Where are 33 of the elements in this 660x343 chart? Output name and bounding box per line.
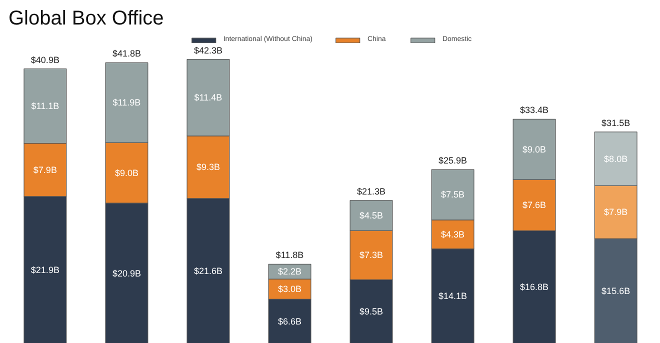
data-label: $20.9B: [112, 268, 141, 278]
data-label: $3.0B: [278, 284, 302, 294]
data-label: $7.9B: [604, 207, 628, 218]
data-label: $15.6B: [602, 286, 630, 296]
total-label: $41.8B: [112, 48, 141, 59]
total-label: $25.9B: [438, 156, 468, 166]
data-label: $7.6B: [522, 200, 546, 210]
chart-title: Global Box Office: [8, 8, 164, 30]
data-label: $9.0B: [522, 144, 546, 154]
data-label: $11.9B: [112, 98, 141, 108]
data-label: $7.9B: [33, 164, 57, 175]
data-label: $4.5B: [360, 210, 384, 221]
data-label: $14.1B: [438, 291, 468, 302]
data-label: $9.0B: [114, 168, 138, 178]
data-label: $11.1B: [31, 101, 60, 112]
data-label: $11.4B: [194, 92, 222, 103]
data-label: $21.6B: [194, 266, 222, 276]
data-label: $4.3B: [441, 229, 465, 240]
data-label: $7.3B: [360, 250, 384, 260]
data-label: $7.5B: [441, 190, 465, 200]
data-label: $16.8B: [520, 282, 549, 292]
data-label: $8.0B: [604, 154, 628, 164]
data-label: $9.3B: [196, 162, 220, 172]
total-label: $40.9B: [30, 54, 60, 65]
data-label: $2.2B: [278, 266, 302, 277]
data-label: $21.9B: [30, 264, 60, 275]
total-label: $33.4B: [520, 105, 549, 116]
total-label: $11.8B: [276, 250, 304, 260]
total-label: $42.3B: [194, 45, 222, 56]
total-label: $21.3B: [356, 186, 386, 196]
data-label: $9.5B: [360, 306, 384, 317]
data-label: $6.6B: [278, 316, 302, 326]
total-label: $31.5B: [602, 118, 630, 128]
